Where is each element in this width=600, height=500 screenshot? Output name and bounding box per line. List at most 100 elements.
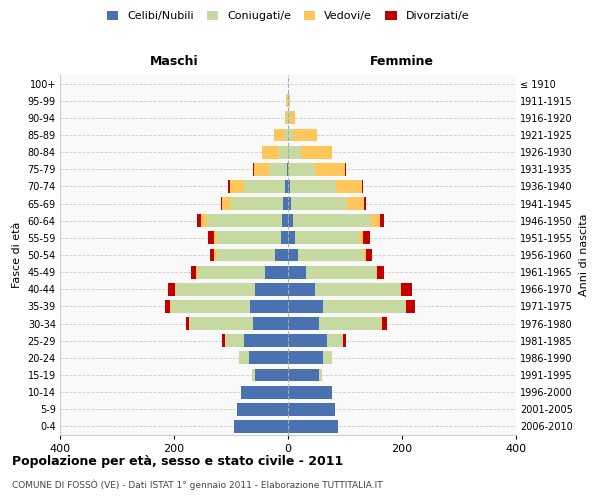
Bar <box>202 214 207 227</box>
Bar <box>288 232 295 244</box>
Bar <box>288 266 306 278</box>
Bar <box>295 232 359 244</box>
Bar <box>288 352 323 364</box>
Bar <box>253 163 254 175</box>
Bar <box>252 368 255 382</box>
Bar <box>210 248 214 262</box>
Bar <box>236 403 288 415</box>
Y-axis label: Fasce di età: Fasce di età <box>12 222 22 288</box>
Bar <box>269 163 287 175</box>
Bar <box>168 283 175 296</box>
Bar <box>288 368 319 382</box>
Bar <box>288 317 319 330</box>
Bar <box>223 197 231 210</box>
Bar <box>288 300 323 313</box>
Bar <box>285 180 288 193</box>
Bar <box>186 317 189 330</box>
Bar <box>306 266 376 278</box>
Bar <box>253 317 288 330</box>
Bar <box>198 266 265 278</box>
Bar <box>231 197 283 210</box>
Bar <box>316 283 400 296</box>
Text: Femmine: Femmine <box>370 55 434 68</box>
Bar <box>175 283 176 296</box>
Bar <box>265 266 288 278</box>
Bar <box>376 266 377 278</box>
Bar <box>285 112 287 124</box>
Bar <box>288 214 293 227</box>
Bar <box>288 112 290 124</box>
Bar <box>255 368 288 382</box>
Bar <box>223 334 226 347</box>
Bar <box>280 146 288 158</box>
Bar <box>281 232 288 244</box>
Bar <box>249 352 288 364</box>
Bar <box>381 317 382 330</box>
Bar <box>171 300 250 313</box>
Bar <box>286 94 287 107</box>
Bar <box>288 386 332 398</box>
Bar <box>228 180 230 193</box>
Bar <box>301 146 332 158</box>
Bar <box>323 352 332 364</box>
Bar <box>176 283 255 296</box>
Bar <box>283 214 288 227</box>
Bar <box>293 128 317 141</box>
Bar <box>382 317 386 330</box>
Bar <box>255 283 288 296</box>
Text: COMUNE DI FOSSÒ (VE) - Dati ISTAT 1° gennaio 2011 - Elaborazione TUTTITALIA.IT: COMUNE DI FOSSÒ (VE) - Dati ISTAT 1° gen… <box>12 480 383 490</box>
Bar <box>343 334 346 347</box>
Bar <box>288 334 327 347</box>
Bar <box>319 317 381 330</box>
Legend: Celibi/Nubili, Coniugati/e, Vedovi/e, Divorziati/e: Celibi/Nubili, Coniugati/e, Vedovi/e, Di… <box>107 10 469 21</box>
Bar <box>289 94 290 107</box>
Bar <box>217 248 275 262</box>
Bar <box>288 146 301 158</box>
Bar <box>244 334 288 347</box>
Bar <box>290 112 295 124</box>
Bar <box>166 300 170 313</box>
Bar <box>287 112 288 124</box>
Bar <box>285 128 288 141</box>
Bar <box>274 128 285 141</box>
Bar <box>337 180 362 193</box>
Bar <box>288 403 335 415</box>
Bar <box>359 232 363 244</box>
Bar <box>275 248 288 262</box>
Bar <box>363 232 370 244</box>
Bar <box>244 180 285 193</box>
Bar <box>189 317 253 330</box>
Bar <box>234 420 288 433</box>
Bar <box>170 300 171 313</box>
Bar <box>366 248 372 262</box>
Bar <box>221 197 223 210</box>
Bar <box>323 300 406 313</box>
Bar <box>401 283 412 296</box>
Bar <box>196 266 198 278</box>
Bar <box>327 334 343 347</box>
Bar <box>316 163 345 175</box>
Bar <box>290 180 337 193</box>
Bar <box>191 266 196 278</box>
Bar <box>293 214 371 227</box>
Bar <box>288 128 293 141</box>
Bar <box>230 180 244 193</box>
Bar <box>226 334 244 347</box>
Text: Maschi: Maschi <box>149 55 199 68</box>
Bar <box>288 180 290 193</box>
Bar <box>287 163 288 175</box>
Bar <box>371 214 380 227</box>
Bar <box>406 300 415 313</box>
Bar <box>241 386 288 398</box>
Bar <box>214 232 217 244</box>
Bar <box>363 248 366 262</box>
Bar <box>298 248 363 262</box>
Bar <box>254 163 269 175</box>
Bar <box>283 197 288 210</box>
Bar <box>364 197 365 210</box>
Bar <box>217 232 281 244</box>
Bar <box>250 300 288 313</box>
Bar <box>262 146 280 158</box>
Bar <box>208 232 214 244</box>
Bar <box>288 197 291 210</box>
